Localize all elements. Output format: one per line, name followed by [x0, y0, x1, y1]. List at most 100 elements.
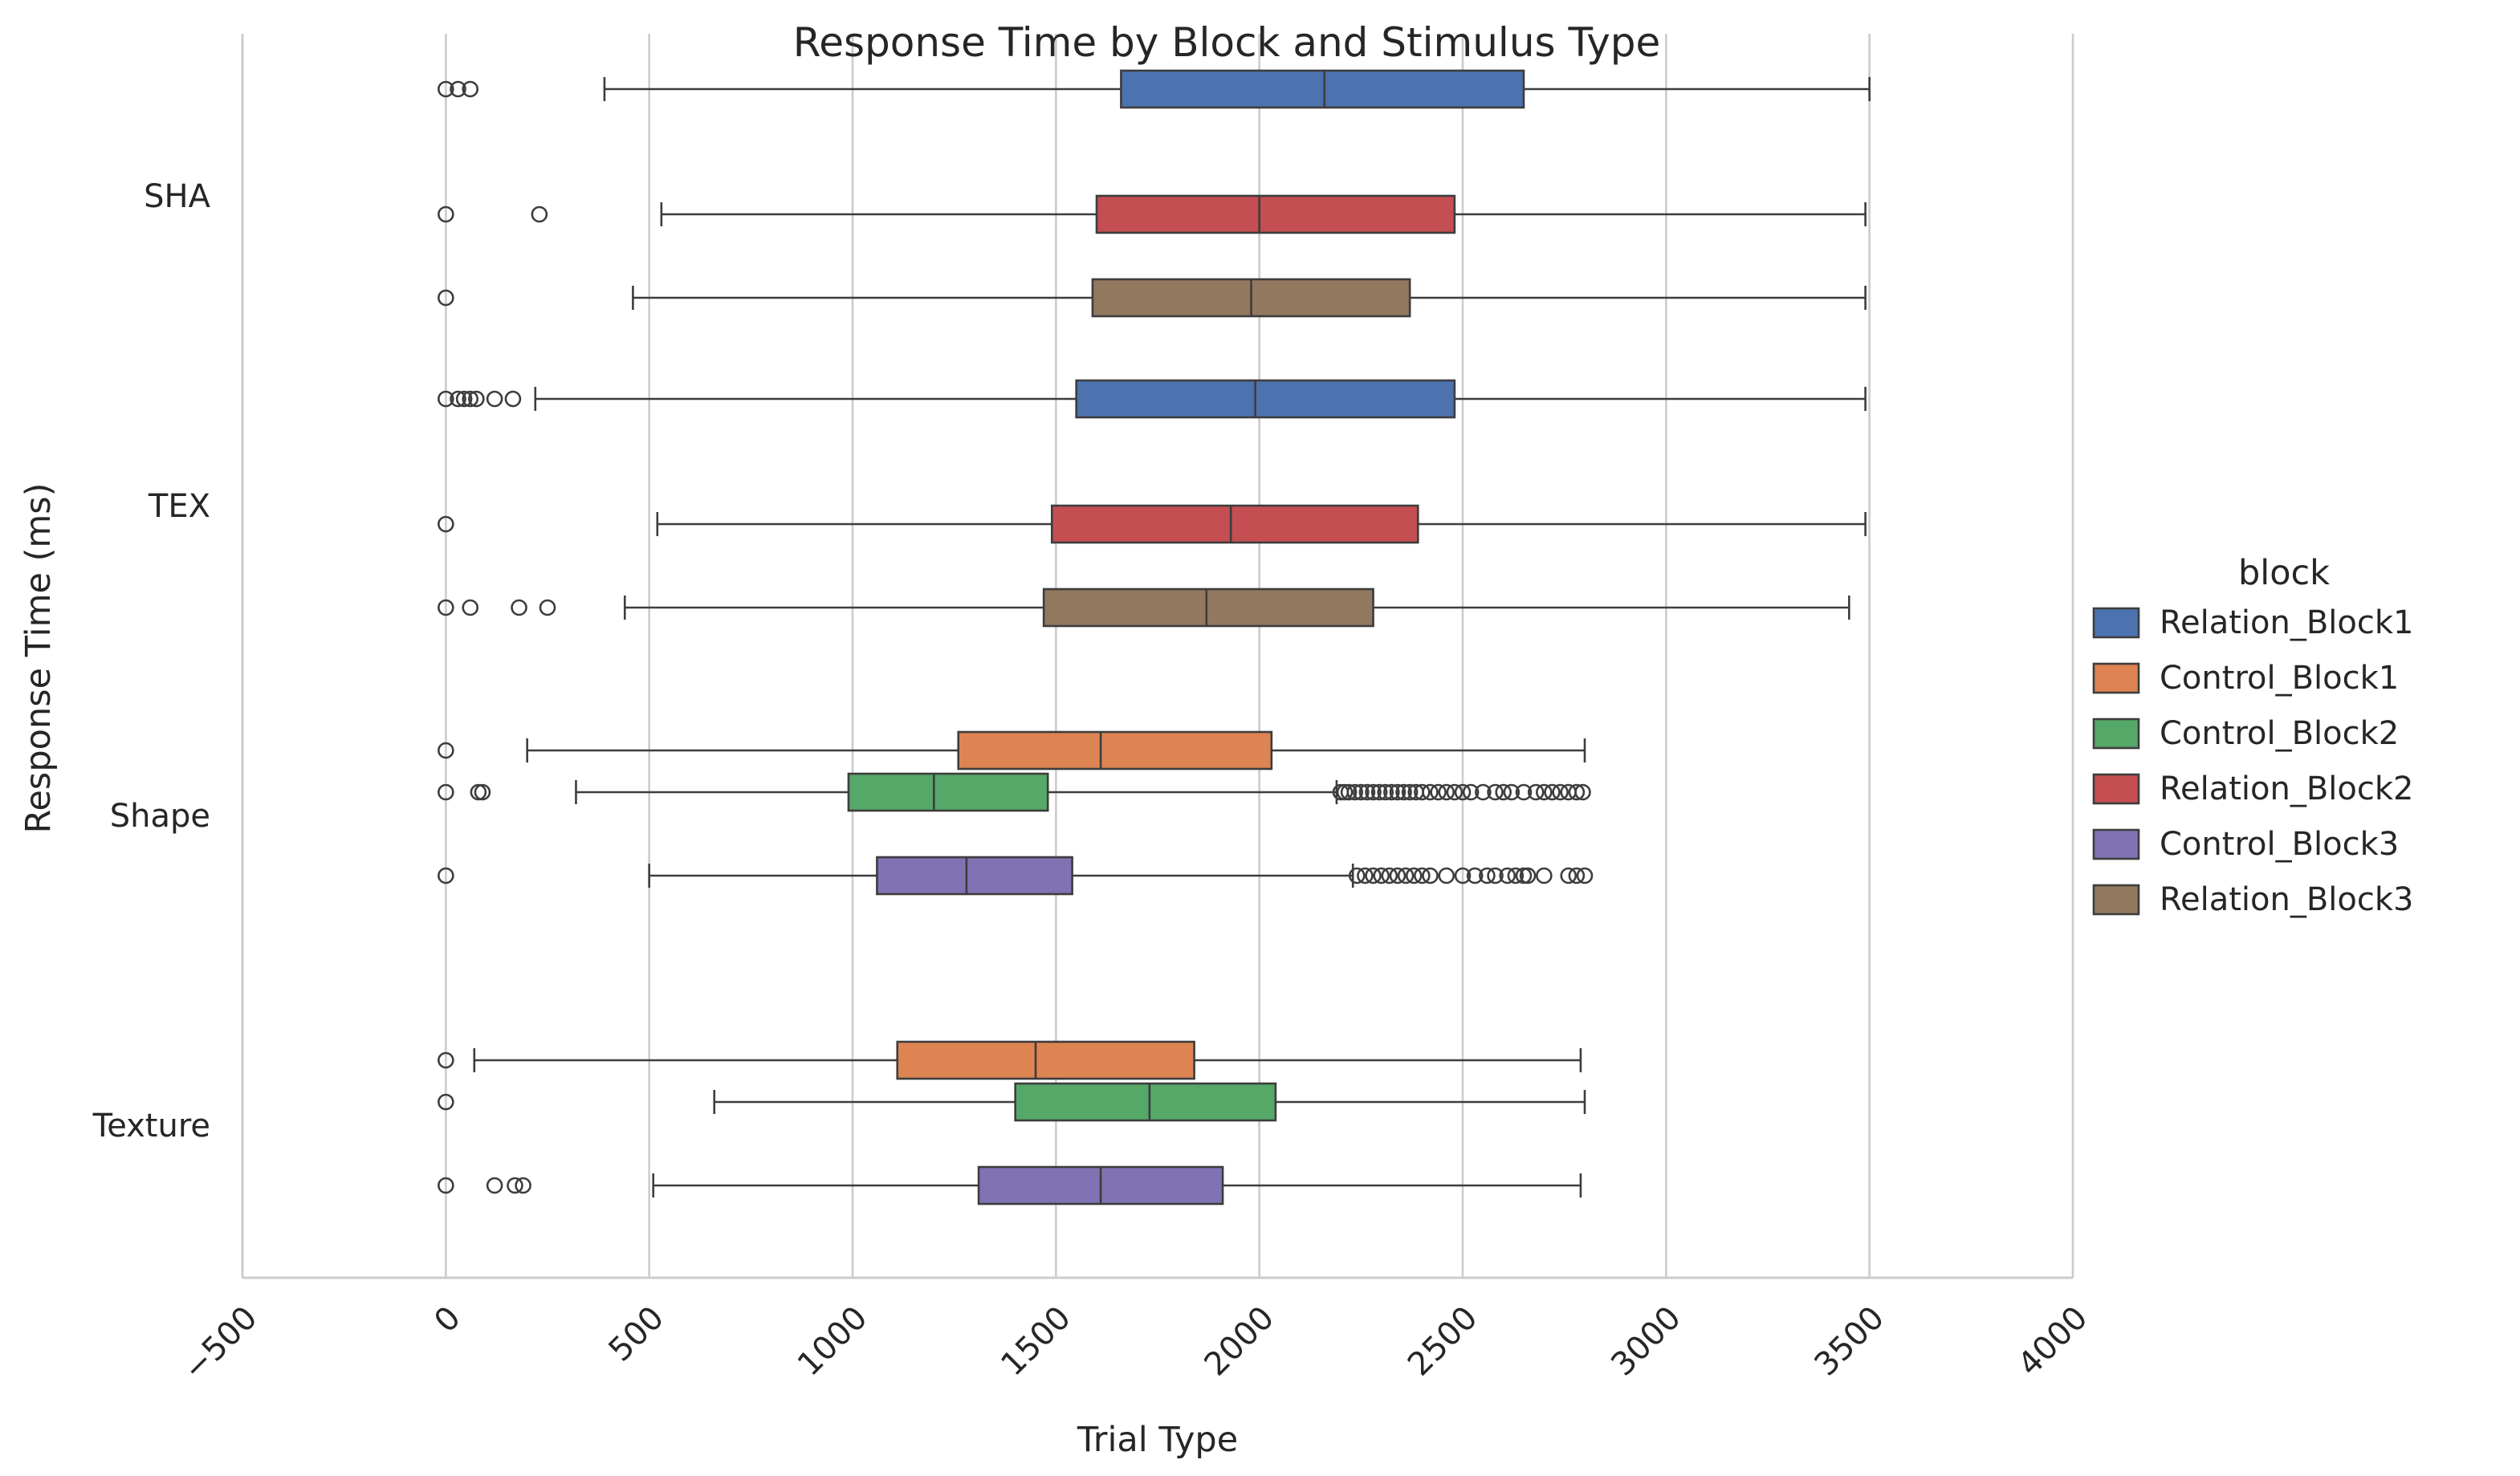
grid-layer [241, 34, 2074, 1278]
y-axis-label: Response Time (ms) [18, 483, 59, 834]
box-sha-relation-block3 [438, 278, 1867, 318]
outlier-point [1438, 783, 1455, 801]
x-axis-label: Trial Type [1077, 1420, 1238, 1460]
box-layer [438, 69, 1871, 1206]
outlier-point [1536, 867, 1553, 884]
outlier-point [1397, 867, 1415, 884]
outlier-point [1353, 783, 1370, 801]
outlier-point [1499, 867, 1516, 884]
outlier-point [539, 599, 556, 616]
outlier-point [1405, 867, 1423, 884]
outlier-point [438, 390, 454, 408]
legend-swatch [2092, 773, 2140, 805]
box-shape-control-block2 [438, 772, 1591, 812]
outlier-point [1479, 867, 1496, 884]
outlier-point [1560, 867, 1578, 884]
outlier-point [511, 599, 527, 616]
box-iqr [876, 856, 1073, 896]
outlier-point [1346, 783, 1364, 801]
outlier-point [438, 599, 454, 616]
box-tex-relation-block1 [438, 379, 1867, 419]
outlier-point [486, 390, 503, 408]
outlier-point [462, 599, 479, 616]
outlier-point [1370, 783, 1388, 801]
outlier-point [1507, 867, 1525, 884]
outlier-point [1414, 867, 1431, 884]
outlier-point [1348, 867, 1366, 884]
box-shape-control-block1 [438, 730, 1586, 771]
legend-label: Control_Block2 [2160, 715, 2399, 752]
box-iqr [1014, 1082, 1277, 1122]
box-sha-relation-block1 [438, 69, 1871, 109]
outlier-point [1373, 867, 1390, 884]
outlier-point [438, 783, 454, 801]
box-tex-relation-block3 [438, 588, 1850, 628]
chart-title: Response Time by Block and Stimulus Type [793, 19, 1661, 66]
outlier-point [1401, 783, 1419, 801]
outlier-point [1395, 783, 1412, 801]
y-tick-label: TEX [148, 488, 210, 525]
outlier-point [470, 783, 487, 801]
outlier-point [507, 1177, 523, 1194]
outlier-point [438, 289, 454, 307]
outlier-point [1519, 867, 1537, 884]
outlier-point [474, 783, 491, 801]
outlier-point [1568, 783, 1586, 801]
outlier-point [1462, 783, 1480, 801]
legend-label: Relation_Block1 [2160, 604, 2413, 641]
outlier-point [1503, 783, 1521, 801]
box-texture-control-block2 [438, 1082, 1586, 1122]
box-iqr [1095, 194, 1456, 234]
box-iqr [896, 1040, 1195, 1080]
legend-label: Control_Block3 [2160, 826, 2399, 863]
box-iqr [1042, 588, 1374, 628]
outlier-point [1446, 783, 1464, 801]
outlier-point [1389, 867, 1407, 884]
outlier-point [1466, 867, 1484, 884]
legend-label: Control_Block1 [2160, 660, 2399, 697]
axes-spines [241, 34, 2073, 1279]
outlier-point [1487, 867, 1504, 884]
outlier-point [1454, 783, 1472, 801]
outlier-point [1358, 783, 1376, 801]
outlier-point [1544, 783, 1561, 801]
outlier-point [438, 515, 454, 533]
outlier-point [504, 390, 522, 408]
outlier-point [1381, 867, 1398, 884]
outlier-point [1536, 783, 1553, 801]
outlier-point [438, 1051, 454, 1069]
outlier-point [450, 80, 466, 98]
outlier-point [1515, 783, 1533, 801]
outlier-point [438, 205, 454, 223]
outlier-point [1574, 783, 1591, 801]
legend-entries: Relation_Block1 Control_Block1 Control_Blo… [2092, 604, 2413, 918]
outlier-point [1377, 783, 1394, 801]
box-shape-control-block3 [438, 856, 1594, 896]
outlier-point [1454, 867, 1472, 884]
outlier-point [1527, 783, 1545, 801]
outlier-point [486, 1177, 503, 1194]
outlier-point [438, 80, 454, 98]
legend-title: block [2238, 553, 2330, 593]
outlier-point [1495, 783, 1512, 801]
outlier-point [1336, 783, 1354, 801]
y-tick-labels: SHA TEX Shape Texture [92, 178, 211, 1145]
box-iqr [1075, 379, 1456, 419]
legend-swatch [2092, 884, 2140, 916]
outlier-point [1357, 867, 1374, 884]
legend-swatch [2092, 828, 2140, 860]
legend-label: Relation_Block3 [2160, 881, 2413, 918]
box-iqr [957, 730, 1273, 771]
outlier-point [531, 205, 548, 223]
outlier-point [455, 390, 473, 408]
y-tick-label: Shape [110, 798, 210, 835]
box-sha-relation-block2 [438, 194, 1867, 234]
outlier-point [1383, 783, 1400, 801]
outlier-point [468, 390, 485, 408]
outlier-point [438, 867, 454, 884]
y-tick-label: SHA [144, 178, 210, 215]
box-tex-relation-block2 [438, 504, 1867, 544]
outlier-point [1422, 783, 1439, 801]
box-iqr [1050, 504, 1419, 544]
outlier-point [1568, 867, 1586, 884]
